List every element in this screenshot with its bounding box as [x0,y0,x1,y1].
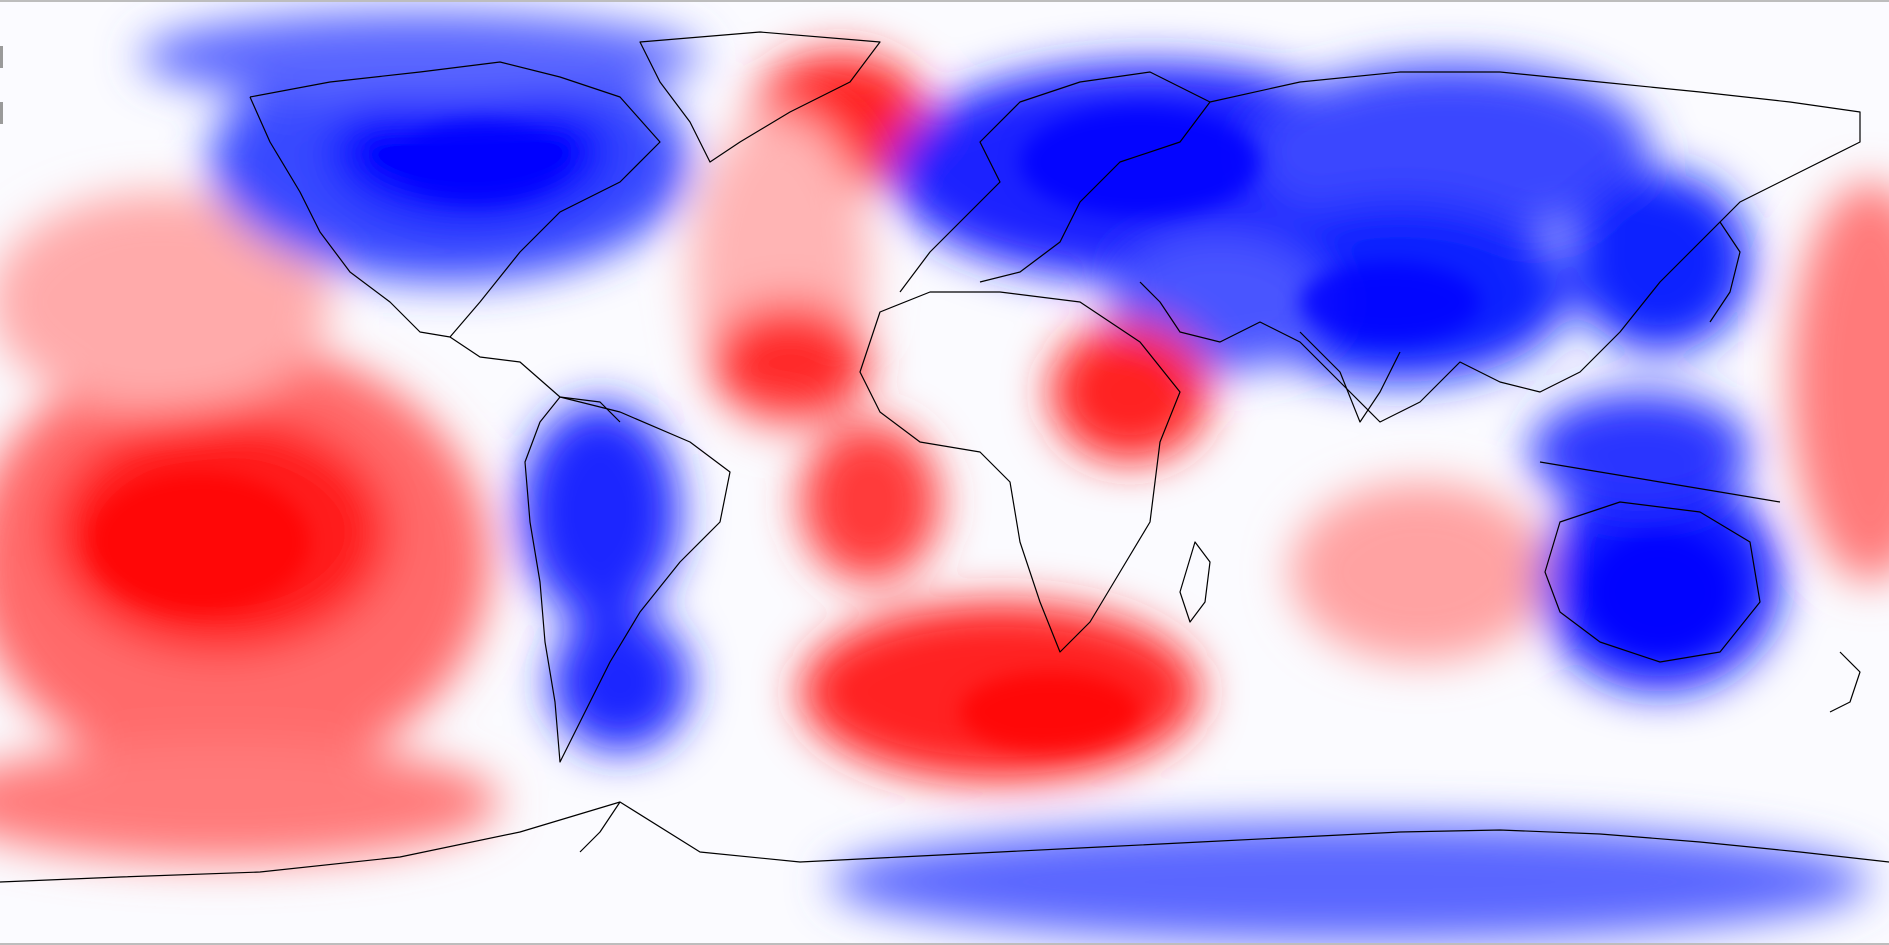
coastline-asia [1139,71,1861,423]
coastline-madagascar [1179,541,1211,623]
coastline-australia [1544,501,1761,663]
coastline-south-america [524,396,731,763]
coastline-new-zealand [1829,651,1861,713]
coastline-indonesia [1539,461,1781,503]
coastlines [0,31,1889,883]
warm-anomaly-south-pacific [0,742,500,862]
warm-anomaly-east-africa [1050,322,1210,462]
warm-anomaly-west-africa [710,302,870,422]
coastline-north-america [249,61,661,423]
left-edge-handle-top[interactable] [0,46,3,68]
cold-anomaly-canada-north [140,12,700,102]
anomaly-cores [90,107,1730,752]
left-edge-handle-mid[interactable] [0,102,3,124]
coastline-antarctic-peninsula [579,801,621,853]
cold-anomaly-patagonia [550,612,690,752]
coastline-japan [1709,221,1741,323]
core-south-asia-cold [1300,262,1480,342]
coastline-africa [859,291,1181,653]
coastline-europe [899,71,1211,293]
warm-anomaly-indian-ocean [1290,482,1550,662]
warm-anomaly-east-pacific [1790,182,1889,582]
cold-anomaly-antarctic [830,822,1870,942]
core-canada-cold [400,122,560,202]
core-south-atlantic-warm [960,672,1140,752]
core-pacific-warm [90,472,310,612]
coastline-greenland [639,31,881,163]
coastline-india [1299,331,1401,423]
warm-anomaly-north-pacific [0,192,330,412]
cold-anomaly-indonesia [1530,392,1750,512]
coastline-antarctica [0,801,1889,883]
core-eurasia-cold [1020,107,1260,217]
cold-anomaly-amazon [520,402,680,622]
warm-anomaly-gulf-guinea [800,422,940,582]
cold-anomaly-siberia [1250,62,1650,242]
core-australia-cold [1590,532,1730,652]
cold-anomaly-east-asia [1570,172,1750,352]
